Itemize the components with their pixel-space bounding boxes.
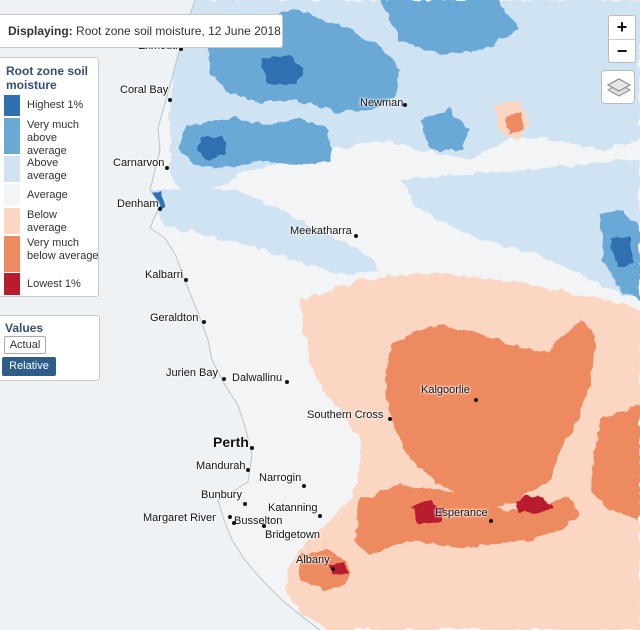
town-label: Southern Cross — [307, 409, 384, 421]
displaying-label: Displaying: — [8, 24, 73, 38]
town-marker — [318, 514, 322, 518]
zoom-out-button[interactable]: − — [616, 41, 628, 61]
town-marker — [474, 398, 478, 402]
legend-swatch — [4, 95, 20, 116]
town-label: Esperance — [435, 507, 488, 519]
layers-button[interactable] — [601, 70, 635, 104]
town-label: Meekatharra — [290, 225, 352, 237]
legend-label: Very much above average — [27, 119, 79, 157]
town-marker — [403, 103, 407, 107]
relative-button[interactable]: Relative — [2, 357, 56, 376]
town-label: Geraldton — [150, 312, 199, 324]
town-label: Jurien Bay — [166, 367, 218, 379]
town-marker — [331, 567, 335, 571]
legend-label: Lowest 1% — [27, 278, 81, 290]
town-marker — [165, 166, 169, 170]
town-marker — [232, 521, 236, 525]
very-much-below-average-region — [300, 112, 640, 590]
town-marker — [243, 502, 247, 506]
town-marker — [285, 380, 289, 384]
town-label: Narrogin — [259, 472, 302, 484]
town-label: Carnarvon — [113, 157, 165, 169]
town-marker — [179, 47, 183, 51]
town-label: Albany — [296, 554, 330, 566]
town-label: Kalgoorlie — [421, 384, 470, 396]
legend-swatch — [4, 184, 20, 206]
lowest-one-percent-region — [330, 495, 552, 574]
legend-label: Very much below average — [27, 237, 99, 262]
legend-swatch — [4, 236, 20, 272]
town-label: Dalwallinu — [232, 372, 283, 384]
town-label: Busselton — [234, 515, 283, 527]
legend-swatch — [4, 273, 20, 295]
actual-button[interactable]: Actual — [4, 336, 46, 354]
legend-label: Below average — [27, 209, 67, 234]
legend-title: Root zone soil moisture — [6, 64, 88, 92]
town-marker — [246, 468, 250, 472]
town-label: Margaret River — [143, 512, 216, 524]
legend-panel: Root zone soil moisture Highest 1% Very … — [0, 57, 99, 297]
town-label: Bridgetown — [265, 529, 321, 541]
town-marker — [354, 234, 358, 238]
town-marker — [158, 207, 162, 211]
town-marker — [250, 446, 254, 450]
town-marker — [202, 320, 206, 324]
coastline — [149, 0, 321, 630]
town-label: Coral Bay — [120, 84, 169, 96]
town-marker — [222, 377, 226, 381]
town-label: Kalbarri — [145, 269, 183, 281]
town-label: Denham — [117, 198, 159, 210]
town-label: Mandurah — [196, 460, 246, 472]
legend-swatch — [4, 156, 20, 182]
town-marker — [228, 515, 232, 519]
zoom-control: + − — [608, 15, 636, 63]
displaying-value: Root zone soil moisture, 12 June 2018 — [76, 24, 281, 38]
town-marker — [489, 519, 493, 523]
legend-swatch — [4, 208, 20, 234]
town-marker — [388, 417, 392, 421]
layers-icon — [606, 78, 632, 97]
values-title: Values — [5, 321, 44, 335]
town-marker — [168, 98, 172, 102]
displaying-panel: Displaying: Root zone soil moisture, 12 … — [0, 14, 283, 48]
town-label: Katanning — [268, 502, 318, 514]
values-panel: Values Actual Relative — [0, 315, 100, 381]
legend-swatch — [4, 118, 20, 154]
zoom-in-button[interactable]: + — [609, 16, 635, 40]
town-marker — [262, 524, 266, 528]
town-label: Bunbury — [201, 489, 242, 501]
legend-label: Highest 1% — [27, 99, 84, 111]
town-marker — [184, 278, 188, 282]
legend-label: Average — [27, 189, 68, 201]
town-label: Perth — [213, 434, 249, 450]
legend-label: Above average — [27, 157, 67, 182]
town-label: Newman — [360, 97, 404, 109]
town-marker — [302, 484, 306, 488]
